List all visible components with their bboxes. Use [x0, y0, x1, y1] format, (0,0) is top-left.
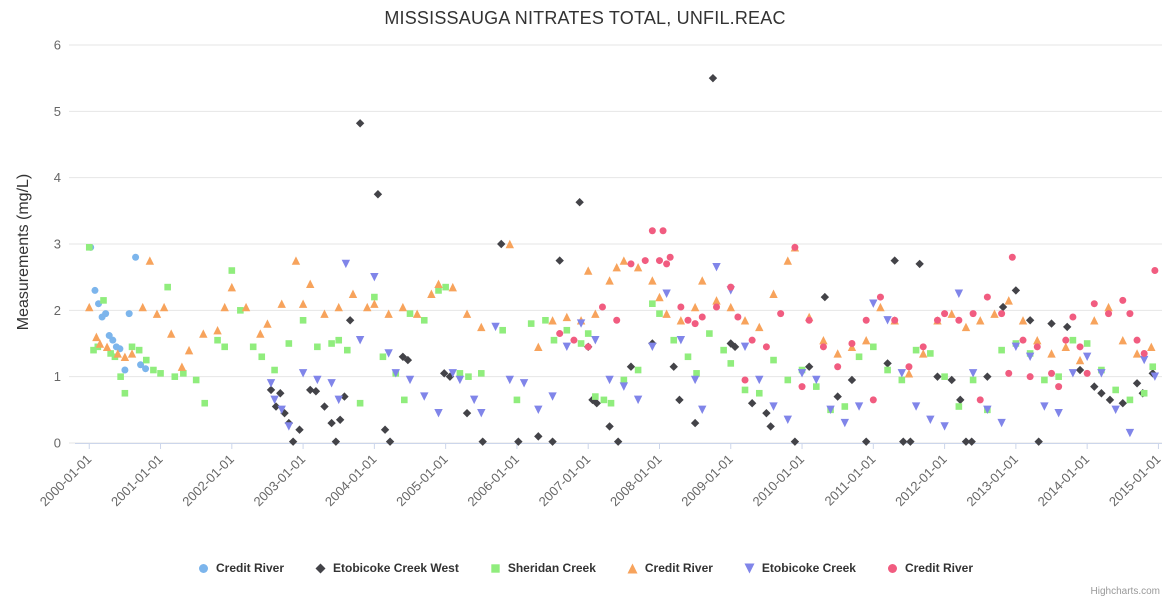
x-tick-label: 2007-01-01	[536, 452, 594, 510]
square-legend-marker-icon	[491, 563, 500, 573]
series-points-5[interactable]	[556, 227, 1159, 404]
y-tick-label: 3	[54, 237, 61, 252]
y-tick-label: 5	[54, 104, 61, 119]
diamond-legend-marker-icon	[315, 563, 326, 573]
x-tick-label: 2006-01-01	[464, 452, 522, 510]
y-tick-label: 2	[54, 303, 61, 318]
x-tick-label: 2010-01-01	[750, 452, 808, 510]
y-tick-label: 1	[54, 369, 61, 384]
x-tick-label: 2011-01-01	[821, 452, 878, 509]
x-tick-label: 2003-01-01	[251, 452, 309, 510]
y-tick-label: 4	[54, 170, 61, 185]
triangle-legend-marker-icon	[627, 563, 638, 573]
x-tick-label: 2004-01-01	[322, 452, 380, 510]
x-tick-label: 2008-01-01	[607, 452, 665, 510]
x-tick-label: 2001-01-01	[108, 452, 166, 510]
chart-title: MISSISSAUGA NITRATES TOTAL, UNFIL.REAC	[384, 8, 786, 28]
circle-legend-marker-icon	[198, 563, 208, 573]
x-tick-label: 2009-01-01	[678, 452, 736, 510]
x-tick-label: 2002-01-01	[179, 452, 237, 510]
legend-item[interactable]: Credit River	[197, 561, 284, 575]
highcharts-credit-link[interactable]: Highcharts.com	[1090, 586, 1160, 597]
x-tick-label: 2015-01-01	[1106, 452, 1164, 510]
circle-legend-marker-icon	[887, 563, 897, 573]
legend-item[interactable]: Credit River	[626, 561, 713, 575]
legend-item[interactable]: Etobicoke Creek	[743, 561, 856, 575]
legend-item-label: Credit River	[644, 561, 713, 575]
series-points-1[interactable]	[266, 73, 1157, 446]
y-tick-label: 0	[54, 436, 61, 451]
x-tick-label: 2013-01-01	[963, 452, 1021, 510]
series-points-3[interactable]	[85, 239, 1156, 378]
legend-item-label: Sheridan Creek	[507, 561, 596, 575]
legend-item-label: Etobicoke Creek	[761, 561, 856, 575]
series-points-4[interactable]	[266, 259, 1160, 438]
legend-item[interactable]: Credit River	[886, 561, 973, 575]
legend-item[interactable]: Sheridan Creek	[489, 561, 596, 575]
legend-item-label: Credit River	[215, 561, 285, 575]
legend-item-label: Credit River	[904, 561, 973, 575]
x-tick-label: 2005-01-01	[393, 452, 451, 510]
x-tick-label: 2014-01-01	[1035, 452, 1093, 510]
triangle-down-legend-marker-icon	[744, 563, 755, 573]
x-tick-label: 2012-01-01	[892, 452, 950, 510]
legend-item[interactable]: Etobicoke Creek West	[314, 561, 459, 575]
legend-item-label: Etobicoke Creek West	[333, 561, 459, 575]
y-tick-label: 6	[54, 38, 61, 53]
x-tick-label: 2000-01-01	[37, 452, 95, 510]
legend: Credit River Etobicoke Creek West Sheridan…	[0, 561, 1170, 575]
series-points-2[interactable]	[85, 244, 1157, 414]
